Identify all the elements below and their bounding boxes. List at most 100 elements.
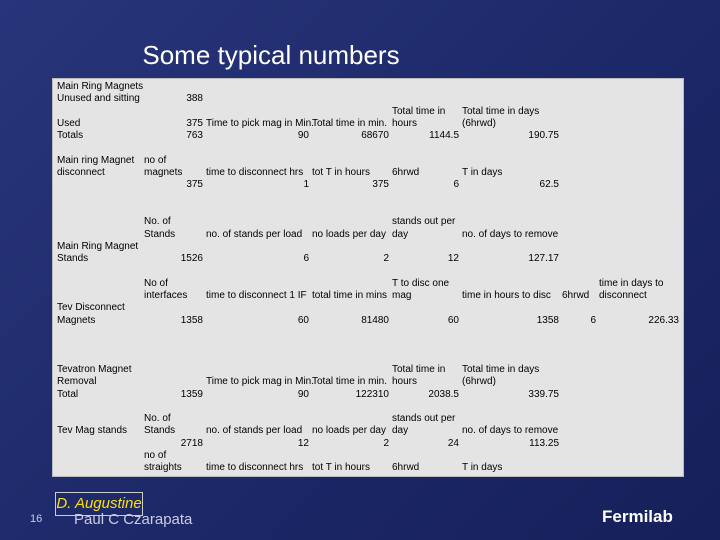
cell: time to disconnect 1 IF: [206, 290, 307, 302]
cell: (6hrwd): [462, 376, 496, 388]
cell: 1526: [180, 253, 203, 265]
author: Paul C Czarapata: [74, 511, 193, 528]
cell: T in days: [462, 167, 503, 179]
cell: 6hrwd: [562, 290, 590, 302]
cell: no. of stands per load: [206, 425, 303, 437]
cell: 60: [297, 314, 309, 326]
cell: tot T in hours: [312, 462, 370, 474]
page-number: 16: [30, 513, 43, 525]
cell: 1144.5: [429, 130, 459, 142]
cell: Stands: [57, 253, 89, 265]
cell: 375: [372, 179, 389, 191]
cell: 6hrwd: [392, 462, 420, 474]
cell: 375: [186, 179, 203, 191]
cell: 90: [297, 388, 309, 400]
cell: Used: [57, 117, 81, 129]
cell: 763: [186, 130, 203, 142]
cell: disconnect: [57, 167, 105, 179]
cell: total time in mins: [312, 290, 388, 302]
cell: Time to pick mag in Min.: [206, 376, 314, 388]
cell: 2: [383, 253, 389, 265]
cell: day: [392, 425, 409, 437]
slide-title: Some typical numbers: [142, 40, 400, 70]
cell: 62.5: [539, 179, 559, 191]
cell: time to disconnect hrs: [206, 462, 304, 474]
cell: mag: [392, 290, 412, 302]
cell: 6: [590, 314, 596, 326]
cell: 127.17: [528, 253, 559, 265]
cell: straights: [144, 462, 182, 474]
cell: Stands: [144, 425, 176, 437]
cell: no loads per day: [312, 425, 386, 437]
cell: Tev Mag stands: [57, 425, 128, 437]
cell: 12: [447, 253, 459, 265]
cell: Total time in min.: [312, 376, 388, 388]
cell: 2: [383, 437, 389, 449]
cell: day: [392, 228, 409, 240]
cell: 375: [186, 117, 203, 129]
cell: 6hrwd: [392, 167, 420, 179]
cell: no. of days to remove: [462, 228, 559, 240]
cell: Tev Disconnect: [57, 302, 125, 314]
cell: 2038.5: [428, 388, 459, 400]
cell: 1: [303, 179, 309, 191]
cell: interfaces: [144, 290, 188, 302]
cell: no of: [144, 154, 167, 166]
cell: stands out per: [392, 216, 456, 228]
cell: 1358: [536, 314, 559, 326]
cell: 113.25: [529, 437, 559, 449]
cell: T in days: [462, 462, 503, 474]
cell: T to disc one: [392, 277, 450, 289]
cell: 12: [297, 437, 309, 449]
cell: time in hours to disc: [462, 290, 551, 302]
cell: (6hrwd): [462, 117, 496, 129]
cell: Main Ring Magnets: [57, 81, 144, 92]
cell: no. of stands per load: [206, 228, 303, 240]
cell: Time to pick mag in Min.: [206, 117, 314, 129]
cell: Total: [57, 388, 79, 400]
cell: 90: [297, 130, 309, 142]
cell: no loads per day: [312, 228, 386, 240]
cell: hours: [392, 376, 418, 388]
cell: 60: [447, 314, 459, 326]
cell: 122310: [355, 388, 389, 400]
cell: Main Ring Magnet: [57, 240, 139, 252]
cell: disconnect: [599, 290, 647, 302]
cell: Total time in days: [462, 105, 540, 117]
cell: 1358: [180, 314, 203, 326]
cell: time to disconnect hrs: [206, 167, 304, 179]
cell: Removal: [57, 376, 97, 388]
cell: 388: [186, 93, 203, 105]
cell: 6: [453, 179, 459, 191]
logo: Fermilab: [602, 507, 673, 526]
cell: stands out per: [392, 413, 456, 425]
cell: 190.75: [528, 130, 559, 142]
cell: Totals: [57, 130, 84, 142]
cell: 6: [303, 253, 309, 265]
cell: Total time in: [392, 363, 446, 375]
cell: 226.33: [648, 314, 679, 326]
cell: No of: [144, 277, 168, 289]
cell: 24: [447, 437, 459, 449]
cell: magnets: [144, 167, 183, 179]
cell: Main ring Magnet: [57, 154, 135, 166]
cell: Unused and sitting: [57, 93, 140, 105]
cell: tot T in hours: [312, 167, 370, 179]
cell: 2718: [180, 437, 203, 449]
author-box: D. Augustine: [55, 492, 143, 516]
cell: hours: [392, 117, 418, 129]
cell: Total time in days: [462, 363, 540, 375]
cell: No. of: [144, 413, 171, 425]
cell: 81480: [361, 314, 389, 326]
cell: 339.75: [528, 388, 559, 400]
cell: Magnets: [57, 314, 96, 326]
cell: 1359: [180, 388, 203, 400]
cell: Total time in min.: [312, 117, 388, 129]
spreadsheet: Main Ring Magnets Unused and sitting 388 To…: [52, 78, 684, 477]
cell: no of: [144, 450, 167, 461]
cell: Total time in: [392, 105, 446, 117]
cell: No. of: [144, 216, 171, 228]
cell: no. of days to remove: [462, 425, 559, 437]
cell: time in days to: [599, 277, 664, 289]
